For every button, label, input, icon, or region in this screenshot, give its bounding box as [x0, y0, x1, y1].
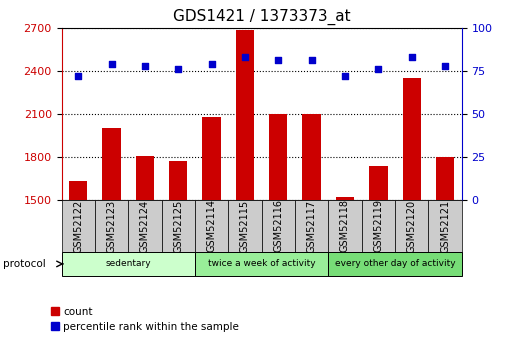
- Bar: [162, 200, 195, 252]
- Point: [241, 54, 249, 60]
- Text: GSM52114: GSM52114: [207, 199, 216, 253]
- Text: GSM52118: GSM52118: [340, 199, 350, 253]
- Text: GSM52124: GSM52124: [140, 199, 150, 253]
- Point: [441, 63, 449, 68]
- Point: [107, 61, 115, 67]
- Bar: [95, 200, 128, 252]
- Text: GSM52120: GSM52120: [407, 199, 417, 253]
- Bar: [236, 30, 254, 200]
- Legend: count, percentile rank within the sample: count, percentile rank within the sample: [46, 303, 243, 336]
- Bar: [436, 157, 454, 200]
- Text: GSM52119: GSM52119: [373, 199, 383, 253]
- Text: every other day of activity: every other day of activity: [334, 259, 456, 268]
- Bar: [62, 200, 95, 252]
- Bar: [103, 128, 121, 200]
- Bar: [195, 200, 228, 252]
- Text: sedentary: sedentary: [106, 259, 151, 268]
- Text: GSM52116: GSM52116: [273, 199, 283, 253]
- Bar: [62, 252, 195, 276]
- Bar: [395, 200, 428, 252]
- Text: protocol: protocol: [3, 259, 45, 269]
- Bar: [303, 114, 321, 200]
- Text: GSM52121: GSM52121: [440, 199, 450, 253]
- Bar: [262, 200, 295, 252]
- Bar: [269, 114, 287, 200]
- Bar: [336, 197, 354, 200]
- Point: [141, 63, 149, 68]
- Bar: [136, 156, 154, 200]
- Bar: [428, 200, 462, 252]
- Text: GSM52122: GSM52122: [73, 199, 83, 253]
- Text: GSM52117: GSM52117: [307, 199, 317, 253]
- Bar: [362, 200, 395, 252]
- Bar: [403, 78, 421, 200]
- Bar: [369, 166, 387, 200]
- Title: GDS1421 / 1373373_at: GDS1421 / 1373373_at: [173, 9, 350, 25]
- Point: [274, 58, 282, 63]
- Bar: [169, 160, 187, 200]
- Bar: [203, 117, 221, 200]
- Text: twice a week of activity: twice a week of activity: [208, 259, 315, 268]
- Bar: [128, 200, 162, 252]
- Text: GSM52123: GSM52123: [107, 199, 116, 253]
- Point: [341, 73, 349, 79]
- Bar: [328, 200, 362, 252]
- Text: GSM52125: GSM52125: [173, 199, 183, 253]
- Bar: [195, 252, 328, 276]
- Bar: [295, 200, 328, 252]
- Bar: [328, 252, 462, 276]
- Point: [74, 73, 82, 79]
- Point: [407, 54, 416, 60]
- Point: [174, 66, 182, 72]
- Point: [207, 61, 215, 67]
- Bar: [69, 181, 87, 200]
- Point: [307, 58, 315, 63]
- Text: GSM52115: GSM52115: [240, 199, 250, 253]
- Point: [374, 66, 382, 72]
- Bar: [228, 200, 262, 252]
